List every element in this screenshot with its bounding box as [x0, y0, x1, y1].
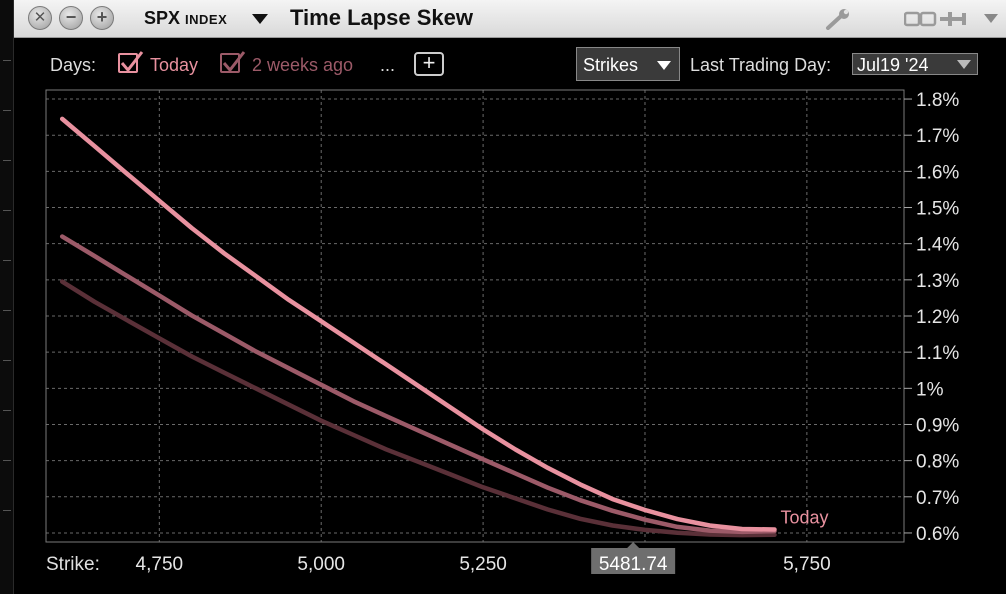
title-bar: ✕ − + SPX INDEX Time Lapse Skew: [14, 0, 1006, 38]
gutter-tick: [3, 310, 11, 311]
chevron-down-icon: [957, 60, 971, 69]
y-tick-label: 1.3%: [916, 271, 959, 292]
today-day-label[interactable]: Today: [150, 55, 199, 75]
minimize-window-button[interactable]: −: [59, 6, 83, 30]
x-tick-label: 4,750: [136, 554, 184, 575]
gutter-tick: [3, 510, 11, 511]
x-tick-label: 5,000: [297, 554, 345, 575]
left-gutter: [0, 0, 14, 594]
more-days-ellipsis[interactable]: ...: [380, 55, 396, 75]
y-tick-label: 0.6%: [916, 524, 959, 545]
y-tick-label: 1%: [916, 379, 944, 400]
mode-select[interactable]: Strikes: [576, 47, 680, 81]
wrench-icon[interactable]: [824, 8, 854, 30]
y-tick-label: 0.9%: [916, 415, 959, 436]
last-trading-day-value: Jul19 '24: [857, 55, 929, 75]
series-lines: [59, 116, 777, 538]
gutter-tick: [3, 360, 11, 361]
gutter-tick: [3, 410, 11, 411]
days-label: Days:: [50, 55, 97, 75]
last-trading-day-select[interactable]: Jul19 '24: [852, 53, 978, 75]
y-tick-label: 1.1%: [916, 343, 959, 364]
gutter-tick: [3, 60, 11, 61]
mode-select-value: Strikes: [583, 55, 639, 75]
x-tick-label: 5,750: [783, 554, 831, 575]
today-checkbox[interactable]: [118, 51, 144, 73]
y-tick-label: 0.7%: [916, 488, 959, 509]
check-icon: [222, 51, 246, 73]
add-day-button[interactable]: +: [414, 52, 444, 76]
chevron-down-icon: [657, 61, 671, 70]
two-weeks-day-label[interactable]: 2 weeks ago: [252, 55, 354, 75]
gutter-tick: [3, 160, 11, 161]
chart-toolbar: Days: Today 2 weeks ago ... + Strikes La…: [14, 38, 1006, 90]
maximize-window-button[interactable]: +: [90, 6, 114, 30]
strike-axis-label: Strike:: [46, 554, 100, 575]
y-axis: 0.6% 0.7% 0.8% 0.9% 1% 1.1% 1.2% 1.3% 1.4% 1.5% 1.…: [904, 90, 959, 545]
series-line-today: [59, 116, 777, 532]
chart-grid: [46, 90, 904, 542]
gutter-tick: [3, 460, 11, 461]
check-icon: [120, 51, 144, 73]
gutter-tick: [3, 110, 11, 111]
y-tick-label: 1.2%: [916, 307, 959, 328]
ticker-selector[interactable]: SPX INDEX: [144, 8, 227, 29]
ticker-symbol: SPX: [144, 8, 181, 28]
marker-label: 5481.74: [599, 554, 668, 575]
window-menu-icon[interactable]: [984, 14, 998, 23]
gutter-tick: [3, 210, 11, 211]
y-tick-label: 1.5%: [916, 199, 959, 220]
y-tick-label: 1.6%: [916, 162, 959, 183]
gutter-tick: [3, 260, 11, 261]
series-line-2: [59, 234, 777, 535]
current-price-marker[interactable]: 5481.74: [591, 542, 676, 575]
y-tick-label: 1.8%: [916, 90, 959, 111]
y-tick-label: 1.7%: [916, 126, 959, 147]
ticker-dropdown-icon[interactable]: [252, 14, 268, 24]
x-tick-label: 5,250: [459, 554, 507, 575]
window-title: Time Lapse Skew: [290, 5, 474, 30]
link-group-icon[interactable]: [904, 10, 974, 28]
today-series-label: Today: [780, 507, 828, 527]
close-window-button[interactable]: ✕: [28, 6, 52, 30]
ticker-suffix: INDEX: [185, 12, 228, 27]
y-tick-label: 0.8%: [916, 452, 959, 473]
marker-pointer: [627, 542, 640, 548]
series-line-3: [59, 279, 777, 538]
y-tick-label: 1.4%: [916, 235, 959, 256]
x-axis: 4,750 5,000 5,250 5,750: [136, 554, 831, 575]
last-trading-day-label: Last Trading Day:: [690, 55, 832, 75]
two-weeks-checkbox[interactable]: [220, 51, 246, 73]
marker-box: [591, 548, 676, 574]
